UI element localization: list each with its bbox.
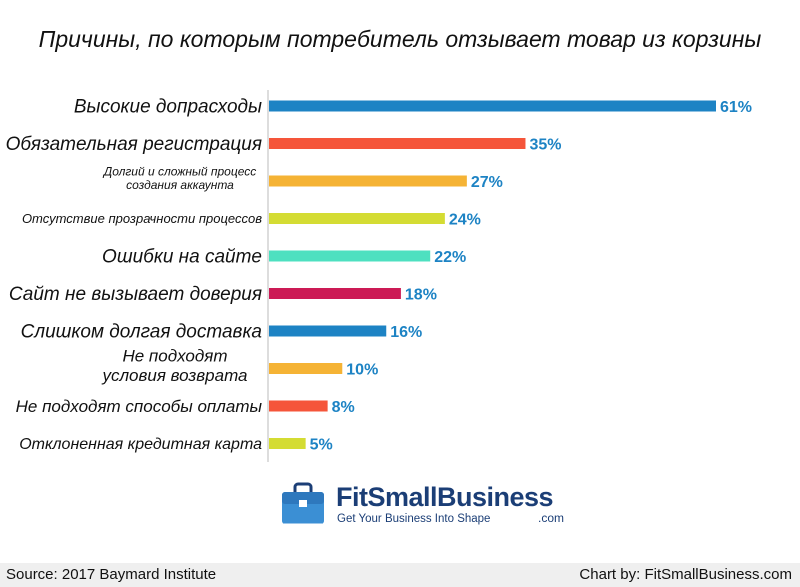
value-label-9: 8% bbox=[332, 399, 355, 416]
chart-title: Причины, по которым потребитель отзывает… bbox=[38, 26, 762, 52]
logo-dotcom: .com bbox=[538, 511, 565, 525]
briefcase-icon bbox=[278, 482, 328, 525]
bar-6 bbox=[269, 288, 401, 299]
value-label-8: 10% bbox=[346, 362, 378, 379]
bar-5 bbox=[269, 250, 431, 262]
bar-4 bbox=[269, 213, 445, 224]
bar-1 bbox=[269, 100, 716, 112]
value-label-4: 24% bbox=[449, 212, 481, 229]
value-label-3: 27% bbox=[471, 174, 503, 191]
bar-9 bbox=[269, 400, 328, 412]
category-label-8-line-1: Не подходят bbox=[122, 347, 227, 366]
category-label-1: Высокие допрасходы bbox=[74, 97, 262, 118]
value-label-5: 22% bbox=[434, 249, 466, 266]
bar-2 bbox=[269, 138, 526, 149]
bar-chart: 61% Высокие допрасходы 35% Обязательная рег… bbox=[6, 90, 752, 462]
category-label-9: Не подходят способы оплаты bbox=[16, 397, 263, 416]
bar-10 bbox=[269, 438, 306, 449]
bar-3 bbox=[269, 175, 467, 187]
category-label-4: Отсутствие прозрачности процессов bbox=[22, 211, 262, 226]
value-label-2: 35% bbox=[529, 137, 561, 154]
category-label-8-line-2: условия возврата bbox=[101, 366, 247, 385]
footer-bar: Source: 2017 Baymard Institute Chart by:… bbox=[0, 563, 800, 587]
bar-8 bbox=[269, 363, 343, 374]
category-label-7: Слишком долгая доставка bbox=[21, 322, 262, 343]
category-label-10: Отклоненная кредитная карта bbox=[19, 436, 262, 453]
category-label-2: Обязательная регистрация bbox=[6, 134, 262, 155]
footer-credit: Chart by: FitSmallBusiness.com bbox=[579, 566, 792, 583]
fitsmallbusiness-logo: FitSmallBusiness Get Your Business Into … bbox=[278, 478, 578, 528]
footer-source: Source: 2017 Baymard Institute bbox=[6, 566, 217, 583]
value-label-1: 61% bbox=[720, 99, 752, 116]
category-label-3-line-2: создания аккаунта bbox=[126, 178, 234, 192]
value-label-7: 16% bbox=[390, 324, 422, 341]
logo-name: FitSmallBusiness bbox=[336, 482, 554, 512]
bar-7 bbox=[269, 325, 387, 337]
category-label-3-line-1: Долгий и сложный процесс bbox=[102, 164, 256, 178]
value-label-6: 18% bbox=[405, 287, 437, 304]
category-label-6: Сайт не вызывает доверия bbox=[9, 284, 262, 305]
bars-group: 61% Высокие допрасходы 35% Обязательная рег… bbox=[6, 97, 752, 454]
logo-tagline: Get Your Business Into Shape bbox=[337, 513, 491, 525]
value-label-10: 5% bbox=[310, 437, 333, 454]
category-label-5: Ошибки на сайте bbox=[102, 247, 262, 268]
